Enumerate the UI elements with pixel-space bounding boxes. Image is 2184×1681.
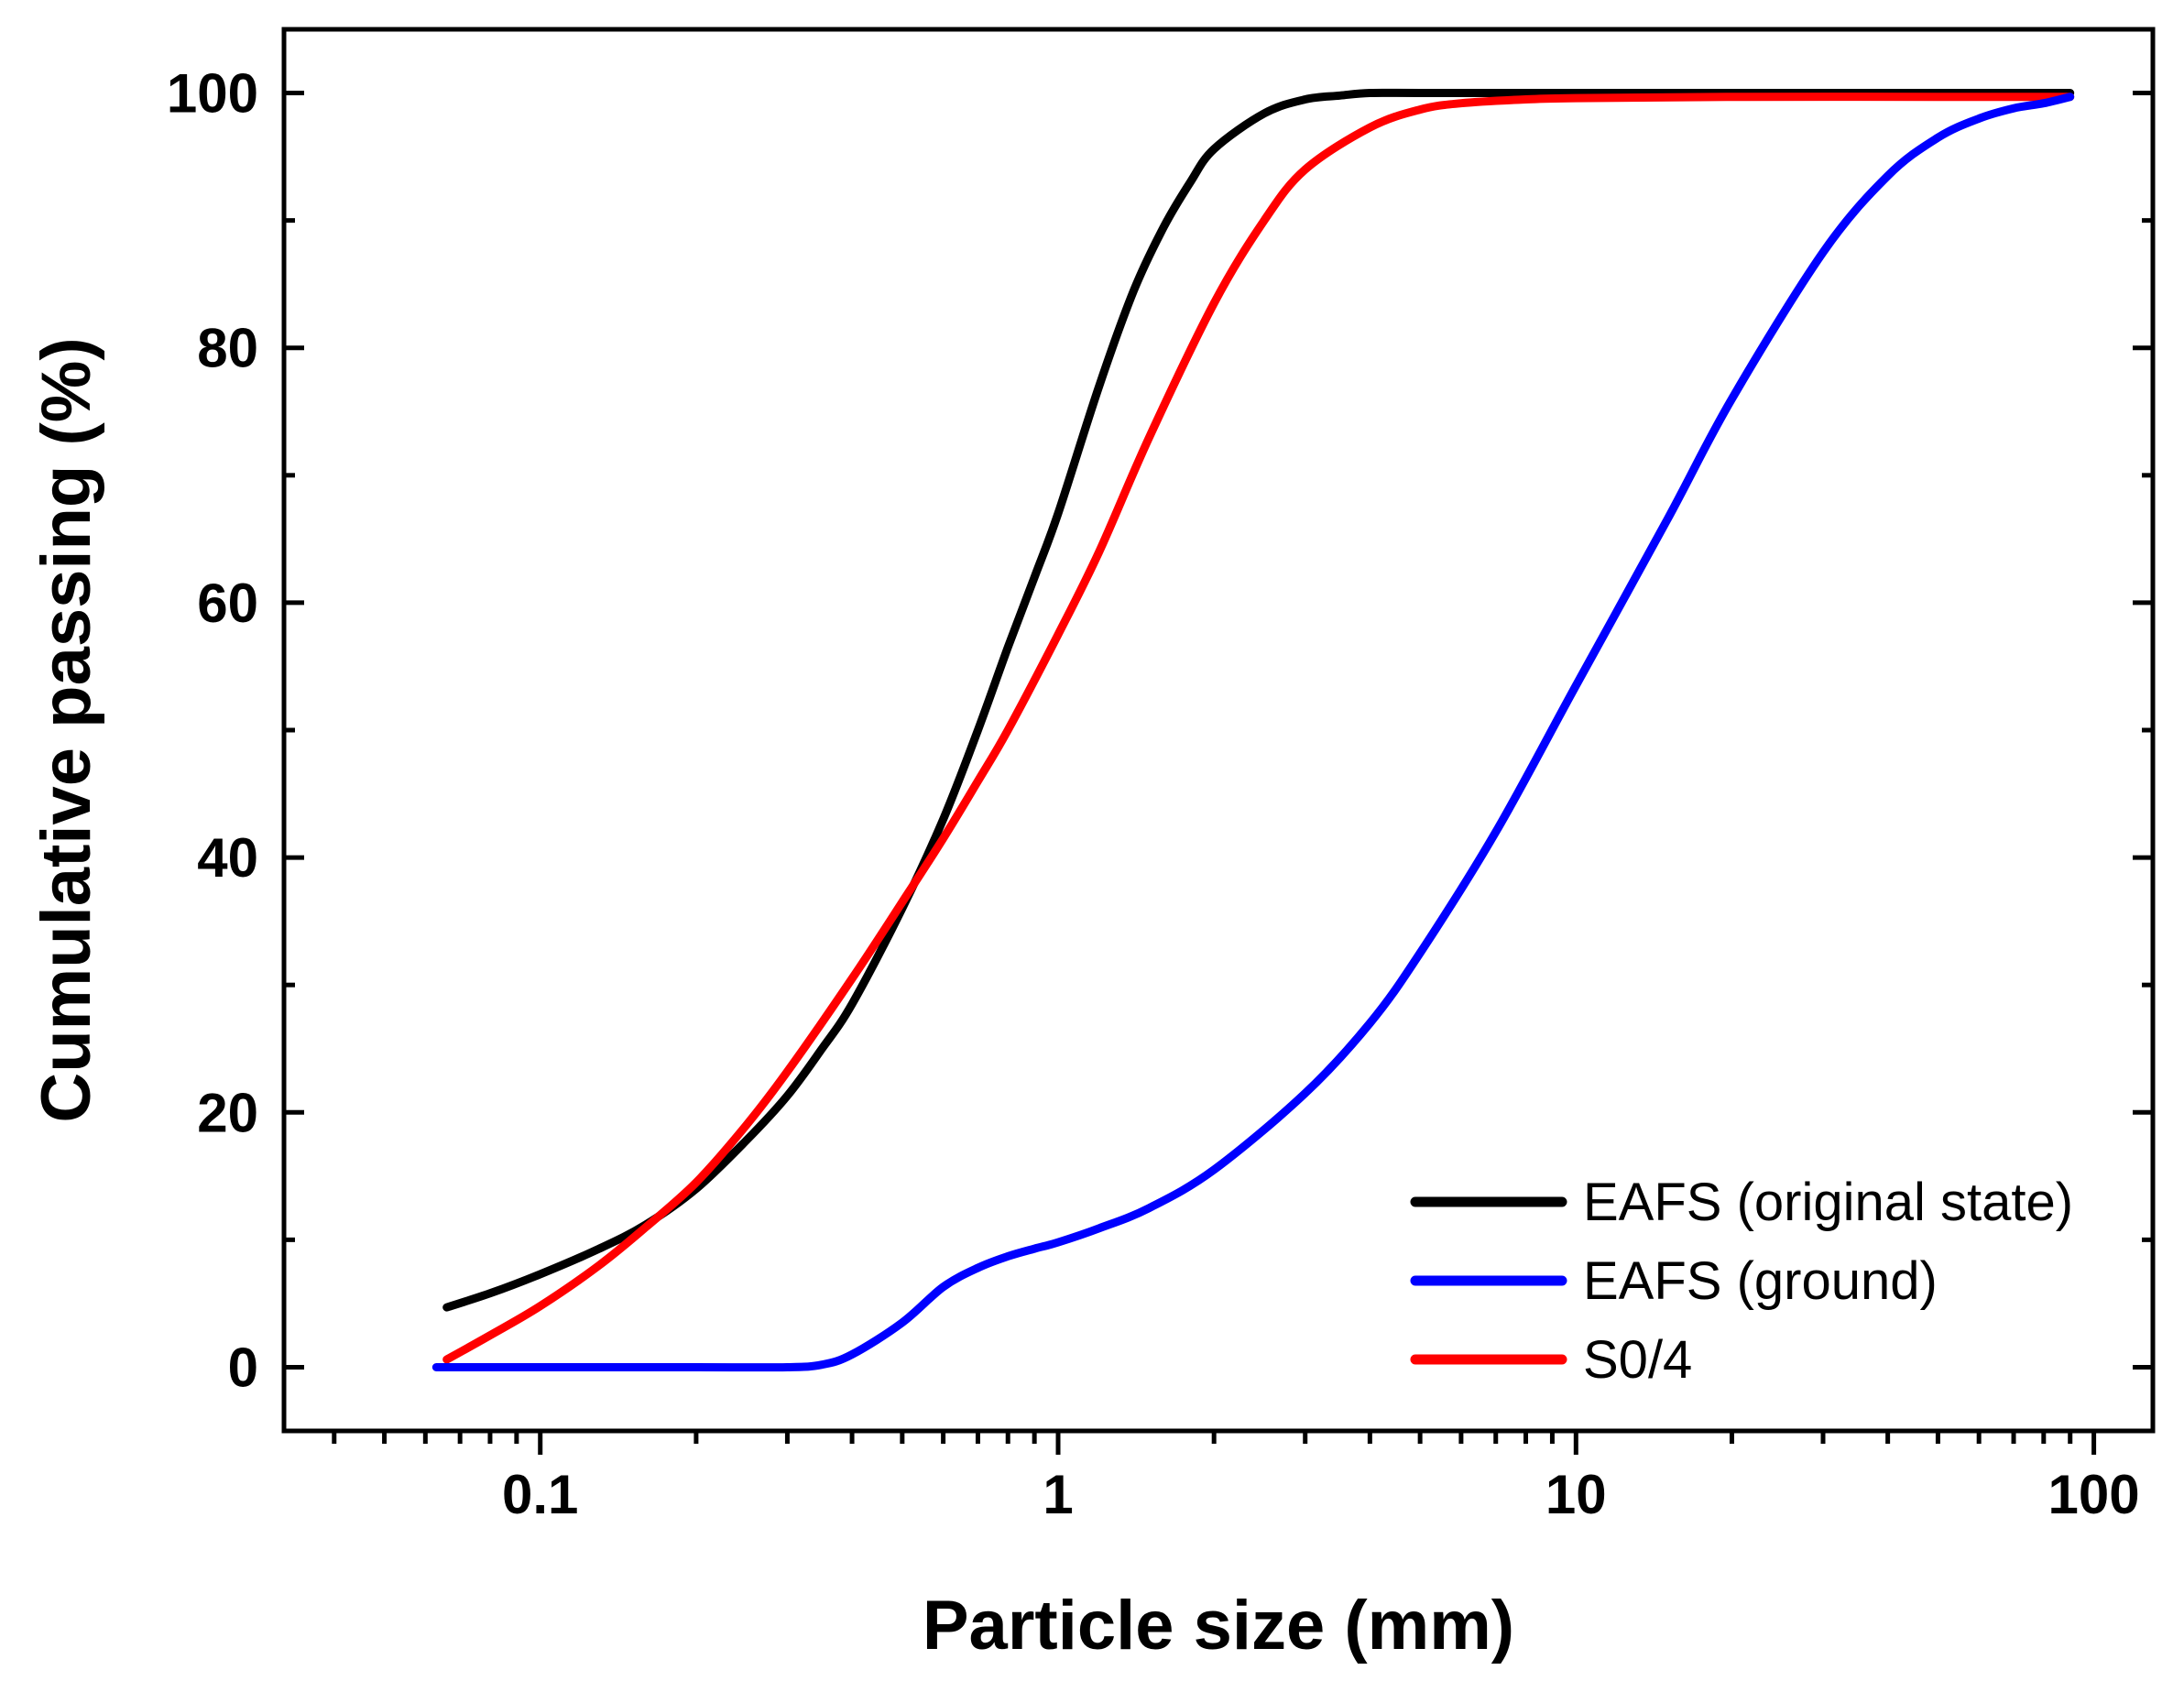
y-axis-title: Cumulative passing (%) (27, 337, 105, 1122)
legend-label-s0-4: S0/4 (1583, 1330, 1692, 1390)
legend-label-eafs-original-state: EAFS (original state) (1583, 1173, 2073, 1232)
y-tick-label: 20 (197, 1082, 258, 1143)
x-axis-title: Particle size (mm) (923, 1587, 1514, 1665)
y-tick-label: 100 (167, 63, 258, 125)
series-line-s0-4 (442, 93, 2075, 1364)
x-axis: 0.1 1 10 100 (332, 1431, 2140, 1525)
x-tick-label: 0.1 (502, 1464, 578, 1525)
y-tick-label: 0 (228, 1337, 258, 1398)
y-tick-label: 40 (197, 827, 258, 889)
series-layer (431, 88, 2075, 1372)
series-line-eafs-ground (431, 93, 2075, 1372)
x-tick-label: 10 (1545, 1464, 1607, 1525)
legend-label-eafs-ground: EAFS (ground) (1583, 1251, 1938, 1311)
x-tick-label: 1 (1043, 1464, 1073, 1525)
y-axis: 0 20 40 60 80 100 (167, 63, 2153, 1398)
y-tick-label: 80 (197, 318, 258, 379)
x-tick-label: 100 (2048, 1464, 2140, 1525)
legend: EAFS (original state) EAFS (ground) S0/4 (1410, 1173, 2073, 1390)
y-tick-label: 60 (197, 573, 258, 634)
series-line-eafs-original-state (442, 88, 2075, 1312)
